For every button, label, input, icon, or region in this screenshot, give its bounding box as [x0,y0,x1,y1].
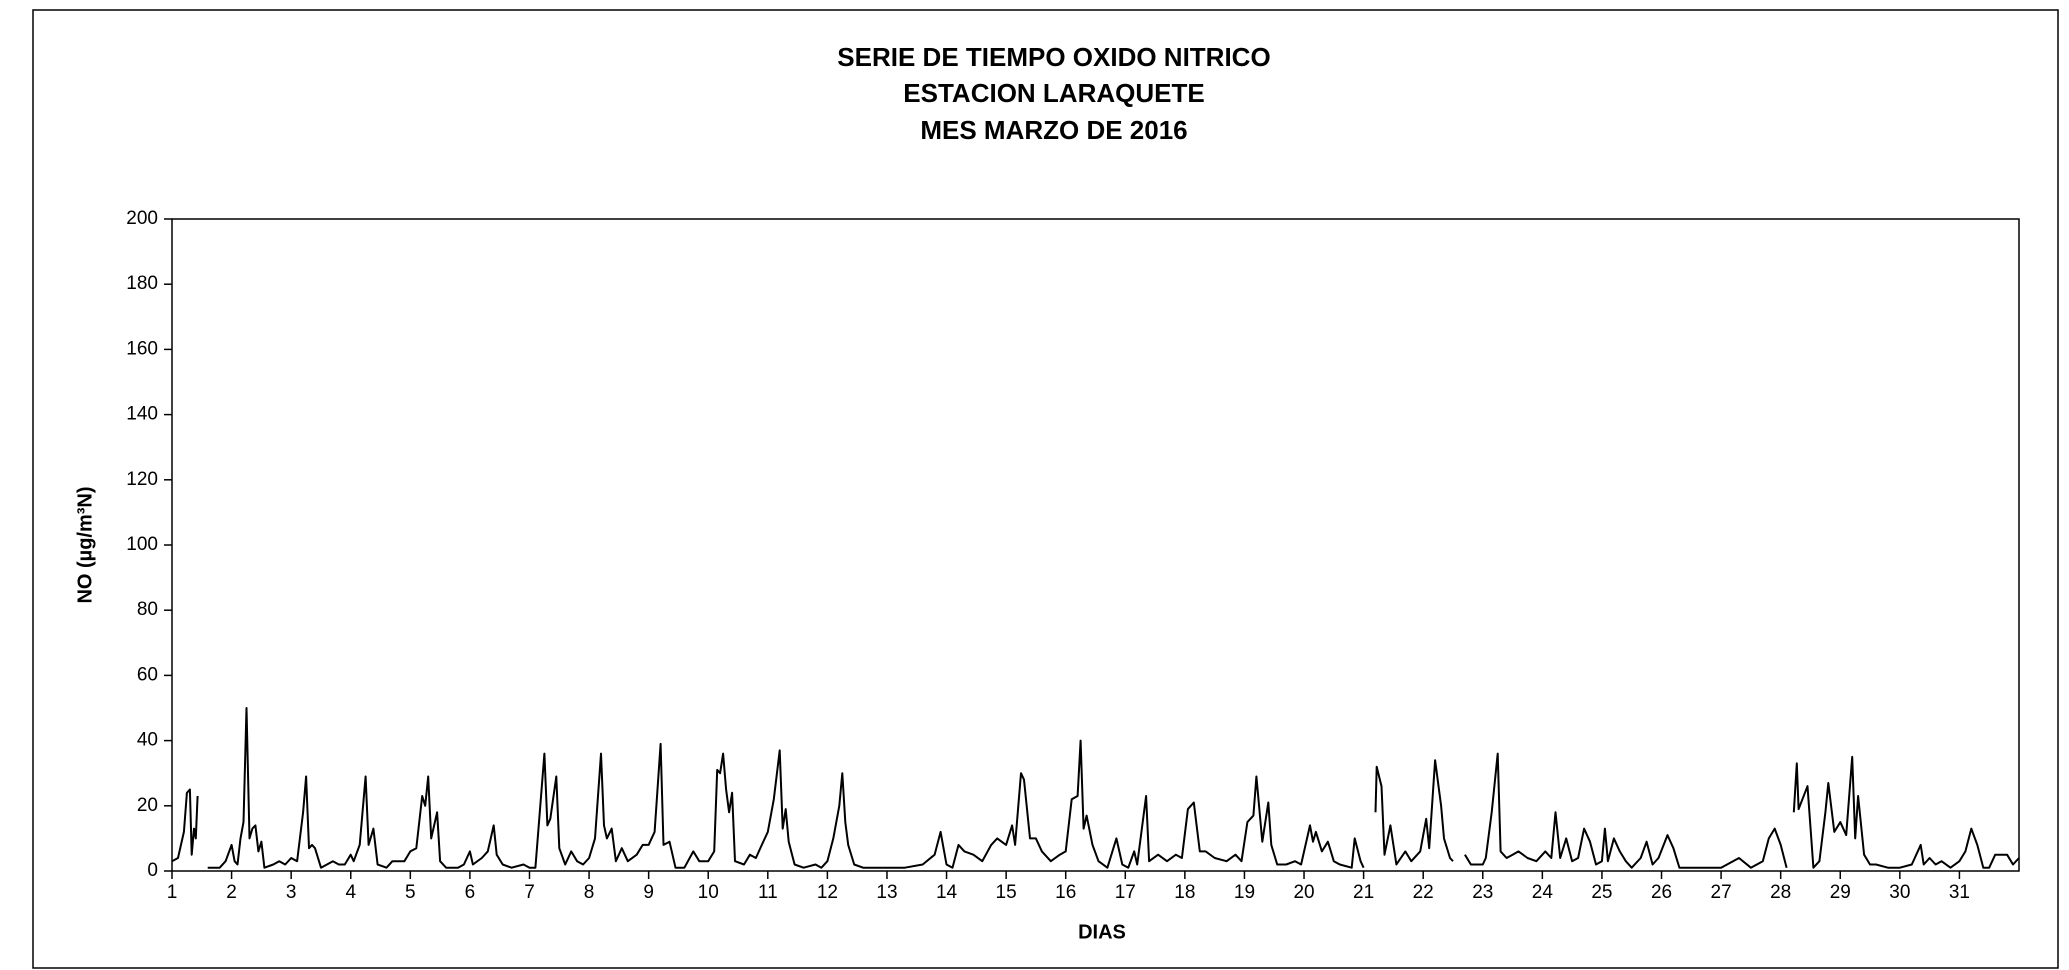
x-tick-label: 20 [1293,882,1314,903]
x-tick-label: 28 [1770,882,1791,903]
plot-area [171,218,2020,872]
x-tick-label: 8 [584,882,595,903]
x-tick-label: 31 [1949,882,1970,903]
y-tick-label: 60 [137,664,158,685]
x-tick-label: 2 [226,882,237,903]
x-tick-label: 4 [345,882,356,903]
y-tick-label: 0 [147,860,158,881]
data-line [171,707,2020,869]
x-tick-label: 6 [465,882,476,903]
x-tick-label: 23 [1472,882,1493,903]
y-tick-label: 160 [126,338,158,359]
x-tick-label: 14 [936,882,958,903]
y-tick-label: 40 [137,730,158,751]
x-tick-label: 26 [1651,882,1672,903]
x-tick-label: 5 [405,882,416,903]
x-tick-label: 21 [1353,882,1374,903]
x-tick-label: 1 [167,882,178,903]
x-tick-label: 22 [1413,882,1434,903]
x-tick-label: 7 [524,882,535,903]
x-tick-label: 27 [1711,882,1732,903]
y-axis-label: NO (µg/m³N) [74,486,96,603]
x-tick-label: 13 [876,882,897,903]
x-tick-label: 16 [1055,882,1076,903]
x-tick-label: 12 [817,882,838,903]
x-tick-label: 25 [1591,882,1612,903]
x-tick-label: 3 [286,882,297,903]
x-tick-label: 30 [1889,882,1910,903]
y-tick-label: 20 [137,795,158,816]
chart-title: SERIE DE TIEMPO OXIDO NITRICO [837,42,1270,72]
y-tick-label: 80 [137,599,158,620]
x-axis-label: DIAS [1078,921,1126,943]
x-tick-label: 11 [758,882,778,903]
x-tick-label: 29 [1830,882,1851,903]
chart-border [32,9,2059,969]
y-tick-label: 200 [126,208,158,229]
x-tick-label: 10 [698,882,719,903]
y-tick-label: 180 [126,273,158,294]
x-tick-label: 9 [643,882,654,903]
chart-title: ESTACION LARAQUETE [903,78,1204,108]
x-tick-label: 18 [1174,882,1195,903]
chart-title: MES MARZO DE 2016 [920,115,1187,145]
x-tick-label: 19 [1234,882,1255,903]
x-tick-label: 17 [1115,882,1136,903]
x-tick-label: 15 [996,882,1017,903]
y-tick-label: 120 [126,469,158,490]
y-tick-label: 100 [126,534,158,555]
x-tick-label: 24 [1532,882,1554,903]
y-tick-label: 140 [126,404,158,425]
